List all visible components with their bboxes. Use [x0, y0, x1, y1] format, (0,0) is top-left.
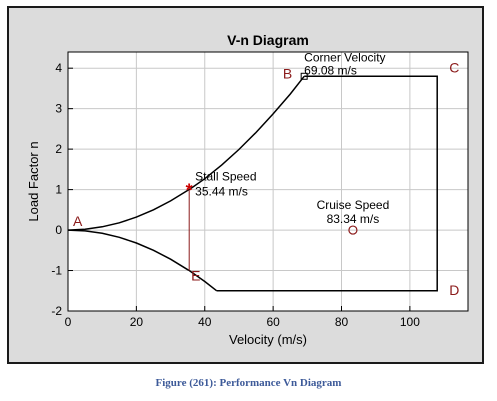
point-label-b: B [283, 65, 292, 81]
point-label-c: C [449, 59, 459, 75]
x-tick-label: 80 [335, 315, 349, 329]
point-label-e: E [191, 268, 200, 284]
y-tick-label: -1 [51, 264, 62, 278]
point-label-a: A [73, 213, 83, 229]
corner-velocity-value: 69.08 m/s [304, 63, 357, 77]
y-tick-label: 4 [55, 61, 62, 75]
series-line-1 [67, 75, 305, 231]
x-axis-label: Velocity (m/s) [229, 332, 307, 347]
series-line-3 [216, 75, 438, 292]
x-tick-label: 20 [130, 315, 144, 329]
vn-chart: 0 20 40 60 80 100 -2 -1 0 1 2 3 4 V-n Diagram Velocity… [26, 32, 469, 347]
y-tick-label: 0 [55, 223, 62, 237]
plot-area [68, 52, 468, 311]
series-line-2 [67, 229, 218, 292]
x-tick-label: 0 [65, 315, 72, 329]
corner-velocity-marker [300, 72, 308, 80]
x-tick-label: 100 [400, 315, 420, 329]
y-tick-label: 2 [55, 142, 62, 156]
figure-caption: Figure (261): Performance Vn Diagram [155, 377, 342, 389]
x-tick-label: 60 [266, 315, 280, 329]
cruise-speed-value: 83.34 m/s [327, 212, 380, 226]
stall-speed-marker: * [186, 181, 193, 201]
stall-speed-value: 35.44 m/s [195, 185, 248, 199]
figure-frame: 0 20 40 60 80 100 -2 -1 0 1 2 3 4 V-n Diagram Velocity… [7, 6, 484, 364]
plot-frame [67, 51, 469, 312]
x-tick-label: 40 [198, 315, 212, 329]
y-tick-label: -2 [51, 304, 62, 318]
y-tick-label: 1 [55, 183, 62, 197]
cruise-speed-marker [348, 225, 358, 235]
y-axis-label: Load Factor n [26, 141, 41, 221]
point-label-d: D [449, 282, 459, 298]
y-tick-label: 3 [55, 102, 62, 116]
corner-velocity-title: Corner Velocity [304, 50, 385, 64]
chart-title: V-n Diagram [227, 32, 309, 48]
cruise-speed-title: Cruise Speed [317, 198, 390, 212]
stall-speed-title: Stall Speed [195, 170, 256, 184]
